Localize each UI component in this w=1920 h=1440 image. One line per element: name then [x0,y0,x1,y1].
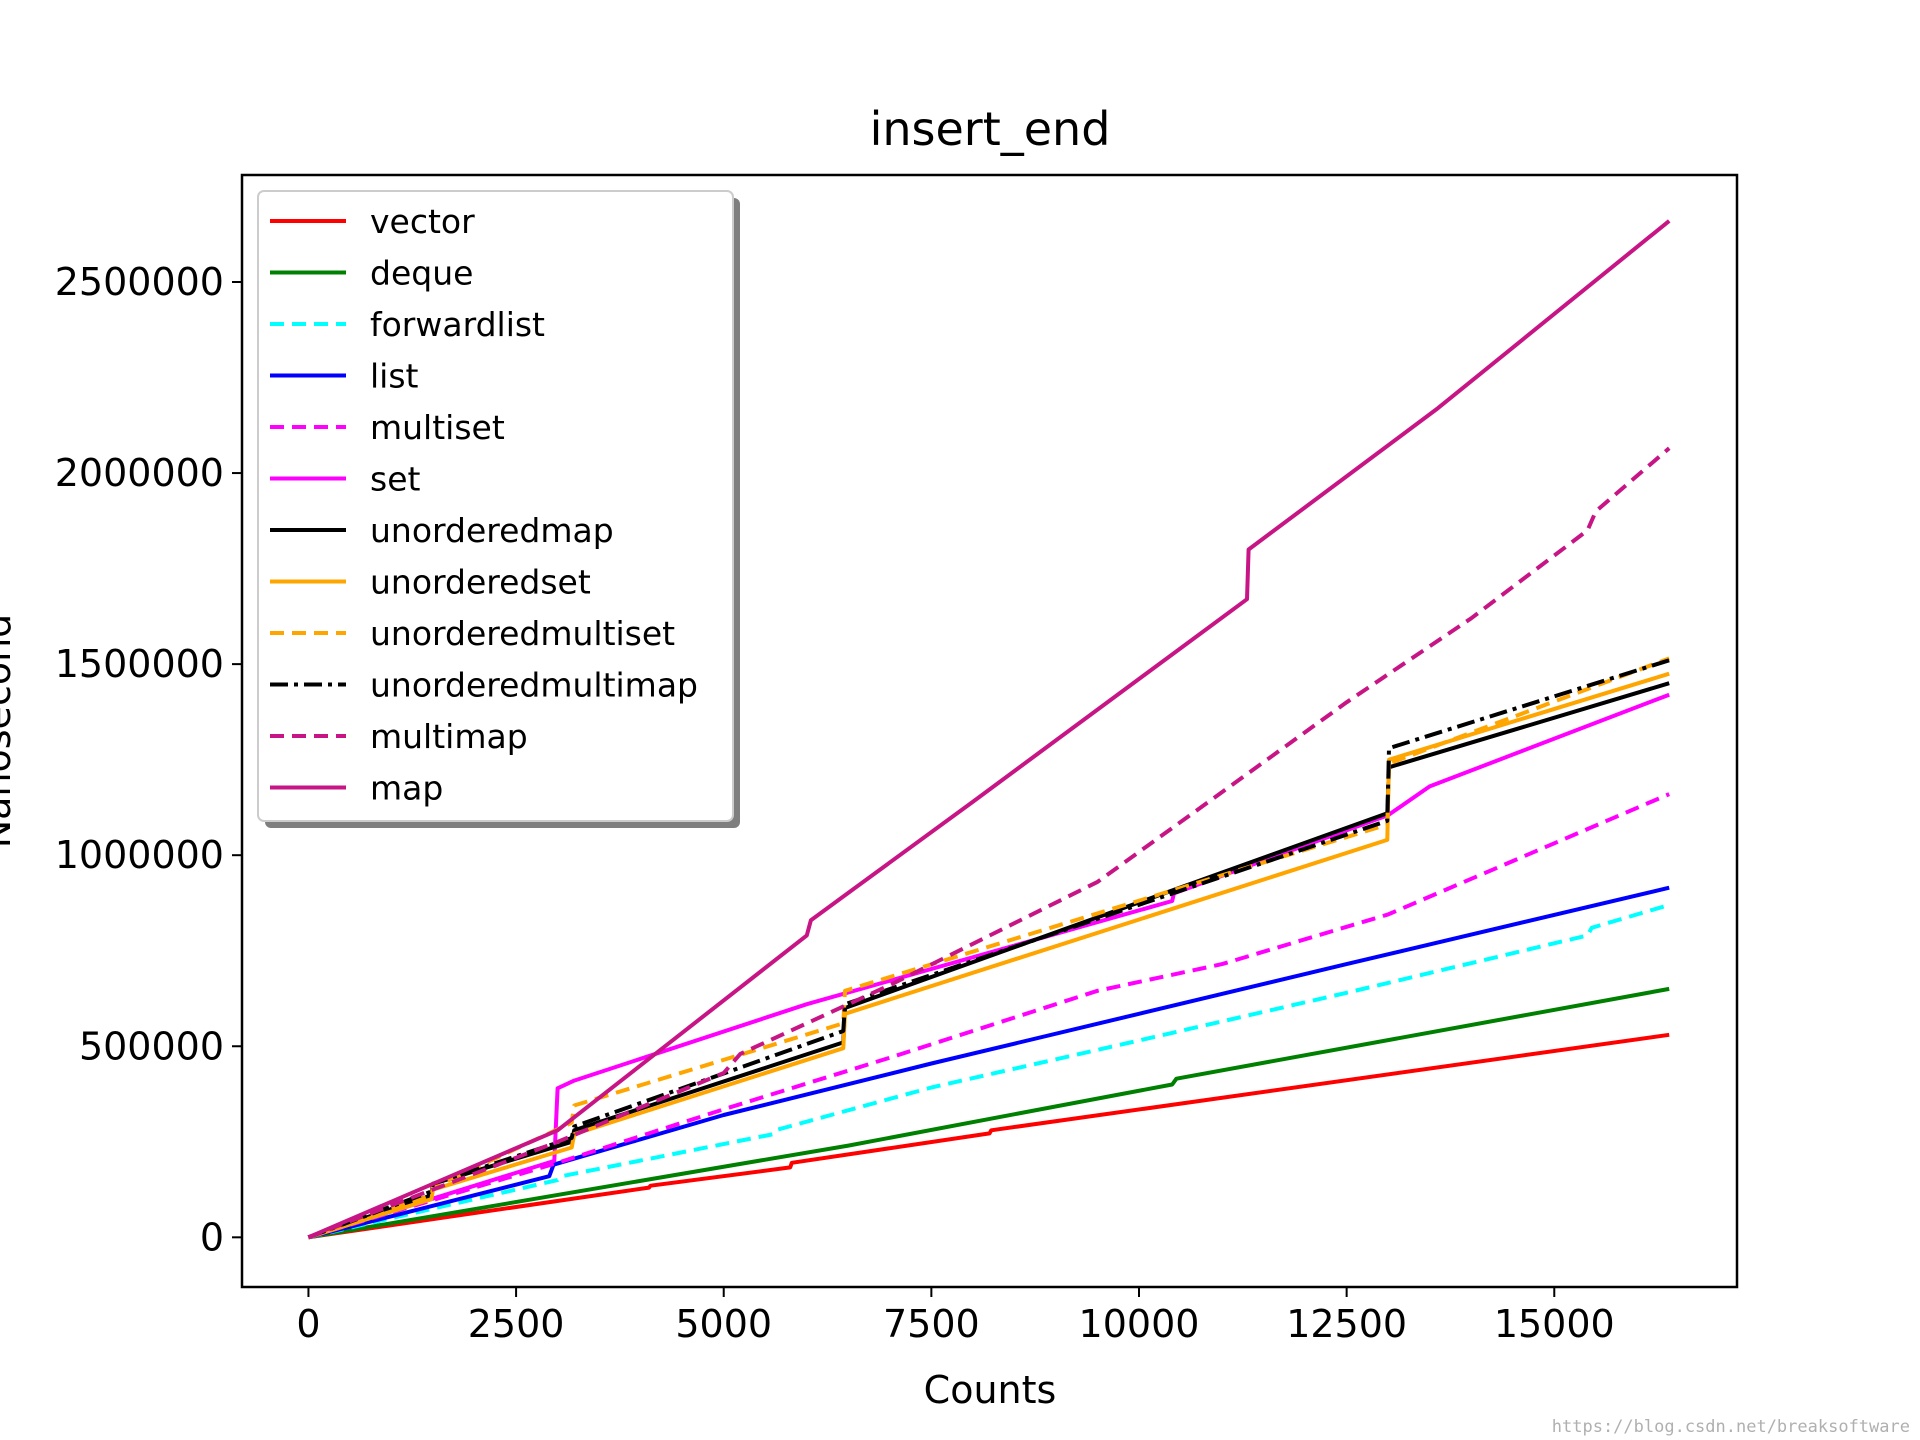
watermark: https://blog.csdn.net/breaksoftware [1552,1417,1910,1437]
legend-label-unorderedset: unorderedset [370,563,591,602]
series-line-list [307,885,1670,1240]
x-tick-label: 7500 [883,1302,980,1346]
y-tick-label: 500000 [79,1024,224,1068]
chart-title: insert_end [870,102,1111,156]
x-tick-label: 12500 [1286,1302,1407,1346]
y-tick-label: 1000000 [55,833,224,877]
legend-label-vector: vector [370,202,475,241]
legend-label-unorderedmultimap: unorderedmultimap [370,666,698,705]
x-tick-label: 0 [296,1302,320,1346]
series-layer [307,219,1671,1240]
x-tick-label: 10000 [1079,1302,1200,1346]
series-line-deque [308,986,1670,1240]
legend: vector deque forwardlist list multiset set uno… [257,190,740,828]
y-axis-label: Nanosecond [0,614,19,849]
x-axis-ticks: 0 2500 5000 7500 10000 12500 15000 [296,1287,1615,1346]
series-line-map [307,219,1671,1240]
legend-label-set: set [370,460,420,499]
legend-label-forwardlist: forwardlist [370,305,545,344]
legend-label-multiset: multiset [370,408,505,447]
x-tick-label: 2500 [468,1302,565,1346]
series-line-set [307,692,1670,1240]
legend-label-unorderedmultiset: unorderedmultiset [370,614,675,653]
y-tick-label: 1500000 [55,642,224,686]
series-line-forwardlist [307,902,1670,1240]
y-axis-ticks: 0 500000 1000000 1500000 2000000 2500000 [55,260,242,1259]
legend-label-multimap: multimap [370,717,528,756]
x-tick-label: 5000 [675,1302,772,1346]
legend-frame [257,190,734,822]
y-tick-label: 0 [200,1215,224,1259]
series-line-vector [308,1032,1670,1240]
legend-label-map: map [370,769,443,808]
series-line-multimap [307,446,1671,1240]
x-axis-label: Counts [924,1368,1057,1412]
y-tick-label: 2000000 [55,451,224,495]
legend-label-list: list [370,357,419,396]
legend-label-deque: deque [370,254,473,293]
y-tick-label: 2500000 [55,260,224,304]
plot-area-frame [240,173,1739,1289]
x-tick-label: 15000 [1494,1302,1615,1346]
legend-label-unorderedmap: unorderedmap [370,511,614,550]
series-line-multiset [307,792,1670,1240]
